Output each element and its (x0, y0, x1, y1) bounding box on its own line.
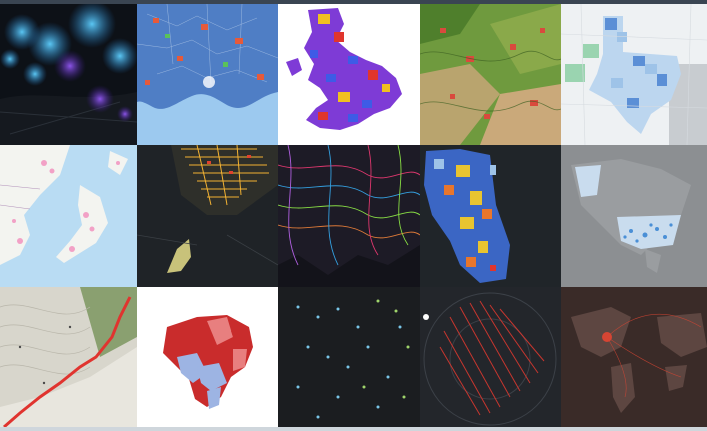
tile-north-america-dots[interactable] (561, 145, 707, 287)
uk-district-choropleth-map (278, 4, 420, 145)
tile-brazil-election-map[interactable] (137, 287, 278, 431)
tile-dense-rivers-network[interactable] (278, 145, 420, 287)
hillshade-topo-map (0, 287, 137, 431)
tile-uk-district-choropleth[interactable] (278, 4, 420, 145)
night-points-map (278, 287, 420, 431)
chicago-choropleth-map (420, 145, 561, 287)
dense-rivers-network-map (278, 145, 420, 287)
mediterranean-choropleth-map (137, 4, 278, 145)
texas-choropleth-map (561, 4, 707, 145)
world-dark-arcs-map (561, 287, 707, 431)
tile-manhattan-buildings[interactable] (137, 145, 278, 287)
east-asia-basemap-map (0, 145, 137, 287)
tile-nyc-flow-lines[interactable] (420, 287, 561, 431)
tile-texas-choropleth[interactable] (561, 4, 707, 145)
tile-mediterranean-choropleth[interactable] (137, 4, 278, 145)
bottom-strip (0, 427, 707, 431)
north-america-dots-map (561, 145, 707, 287)
tile-blue-glow-heatmap[interactable] (0, 4, 137, 145)
tile-hillshade-topo[interactable] (0, 287, 137, 431)
terrain-landcover-map (420, 4, 561, 145)
tile-world-dark-arcs[interactable] (561, 287, 707, 431)
blue-glow-heatmap-map (0, 4, 137, 145)
map-gallery-grid (0, 4, 707, 431)
manhattan-buildings-map (137, 145, 278, 287)
brazil-election-map (137, 287, 278, 431)
tile-chicago-choropleth[interactable] (420, 145, 561, 287)
nyc-flow-lines-map (420, 287, 561, 431)
top-strip (0, 0, 707, 4)
tile-night-points[interactable] (278, 287, 420, 431)
tile-east-asia-basemap[interactable] (0, 145, 137, 287)
tile-terrain-landcover[interactable] (420, 4, 561, 145)
